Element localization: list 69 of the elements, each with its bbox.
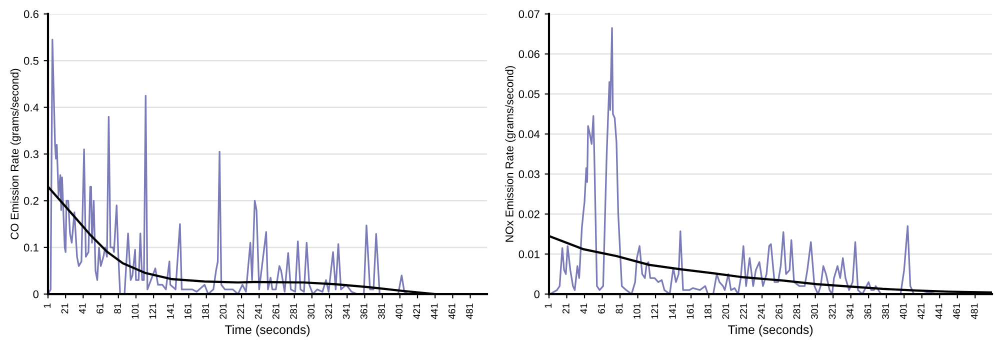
x-tick-label: 301 — [811, 304, 818, 319]
x-tick-label: 261 — [776, 304, 782, 319]
y-tick-label: 0.5 — [24, 56, 39, 65]
x-tick-label: 341 — [846, 304, 854, 319]
x-tick-label: 201 — [220, 304, 227, 319]
x-tick-label: 381 — [882, 304, 889, 319]
x-tick-label: 481 — [970, 304, 978, 320]
y-tick-label: 0.06 — [518, 50, 540, 58]
x-tick-label: 1 — [44, 304, 51, 308]
y-tick-label: 0.01 — [518, 250, 540, 258]
x-tick-label: 21 — [562, 304, 570, 314]
y-tick-label: 0.04 — [518, 130, 540, 138]
x-tick-label: 41 — [580, 304, 588, 314]
x-tick-label: 221 — [740, 304, 747, 319]
x-tick-label: 421 — [413, 304, 420, 320]
x-tick-label: 401 — [396, 304, 403, 320]
y-tick-label: 0.03 — [518, 170, 540, 178]
y-tick-label: 0.1 — [24, 244, 38, 252]
x-tick-label: 441 — [935, 304, 942, 320]
x-tick-label: 141 — [166, 304, 174, 319]
x-tick-label: 381 — [378, 304, 385, 319]
x-tick-label: 421 — [918, 304, 924, 320]
x-tick-label: 241 — [758, 304, 765, 319]
x-tick-label: 181 — [704, 304, 712, 319]
y-tick-label: 0.02 — [518, 210, 540, 218]
x-tick-label: 61 — [598, 304, 605, 314]
x-tick-label: 81 — [114, 304, 121, 314]
x-tick-label: 141 — [669, 304, 676, 319]
x-tick-label: 101 — [132, 304, 139, 319]
x-axis-title: Time (seconds) — [224, 324, 310, 337]
x-tick-label: 121 — [149, 304, 156, 319]
x-tick-label: 221 — [237, 304, 244, 319]
x-axis-title: Time (seconds) — [728, 324, 813, 337]
x-tick-label: 301 — [308, 304, 315, 319]
x-tick-label: 361 — [360, 304, 368, 319]
y-tick-label: 0.4 — [24, 104, 39, 112]
x-tick-label: 401 — [900, 304, 907, 320]
y-tick-label: 0.07 — [518, 10, 540, 18]
x-tick-label: 481 — [466, 304, 473, 320]
x-tick-label: 201 — [722, 304, 730, 319]
y-tick-label: 0 — [33, 290, 39, 298]
y-tick-label: 0.3 — [24, 150, 38, 158]
x-tick-label: 101 — [634, 304, 640, 319]
x-tick-label: 121 — [651, 304, 658, 319]
x-tick-label: 441 — [430, 304, 438, 320]
y-tick-label: 0 — [534, 290, 540, 298]
x-tick-label: 261 — [272, 304, 280, 319]
x-tick-label: 241 — [254, 304, 262, 319]
x-tick-label: 321 — [325, 304, 332, 319]
x-tick-label: 1 — [544, 304, 552, 308]
y-tick-label: 0.2 — [24, 196, 38, 205]
x-tick-label: 361 — [864, 304, 872, 319]
x-tick-label: 61 — [96, 304, 104, 314]
x-tick-label: 281 — [793, 304, 800, 319]
x-tick-label: 461 — [953, 304, 960, 320]
y-tick-label: 0.05 — [518, 90, 540, 98]
y-axis-title: CO Emission Rate (grams/second) — [10, 68, 21, 240]
x-tick-label: 161 — [184, 304, 192, 319]
x-tick-label: 321 — [828, 304, 836, 319]
y-tick-label: 0.6 — [24, 10, 38, 18]
x-tick-label: 181 — [202, 304, 209, 319]
y-axis-title: NOx Emission Rate (grams/second) — [505, 66, 516, 242]
x-tick-label: 21 — [61, 304, 68, 314]
x-tick-label: 461 — [448, 304, 456, 320]
x-tick-label: 161 — [686, 304, 694, 319]
x-tick-label: 341 — [342, 304, 350, 319]
x-tick-label: 281 — [290, 304, 297, 319]
x-tick-label: 41 — [79, 304, 86, 314]
x-tick-label: 81 — [616, 304, 623, 314]
